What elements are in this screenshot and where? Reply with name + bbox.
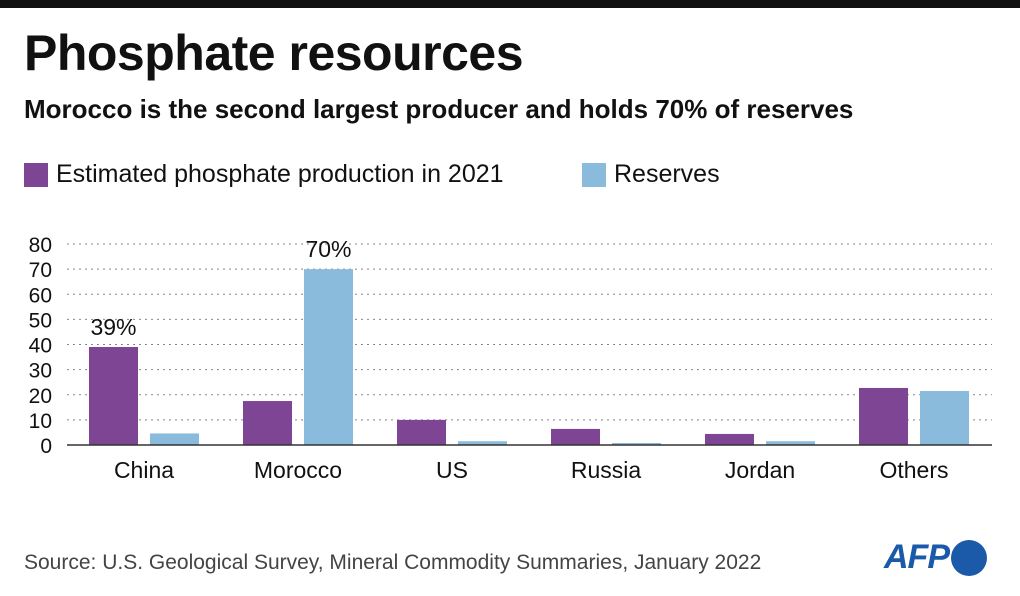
y-tick-label: 40 — [29, 335, 52, 358]
data-label: 70% — [305, 236, 351, 262]
x-tick-label: Others — [879, 457, 948, 483]
legend-item-production: Estimated phosphate production in 2021 — [24, 160, 504, 189]
y-tick-label: 10 — [29, 410, 52, 433]
source-note: Source: U.S. Geological Survey, Mineral … — [24, 551, 762, 574]
bar-russia-production — [551, 428, 600, 445]
y-tick-label: 60 — [29, 284, 52, 307]
x-tick-label: China — [114, 457, 174, 483]
bar-china-reserves — [150, 433, 199, 445]
y-tick-label: 70 — [29, 259, 52, 282]
legend-swatch-production — [24, 162, 48, 187]
bar-russia-reserves — [612, 442, 661, 445]
legend-label-reserves: Reserves — [614, 160, 720, 188]
x-tick-label: Russia — [571, 457, 642, 483]
x-tick-label: US — [436, 457, 468, 483]
y-tick-label: 80 — [29, 234, 52, 257]
y-tick-label: 30 — [29, 360, 52, 383]
bar-morocco-production — [243, 401, 292, 445]
legend-label-production: Estimated phosphate production in 2021 — [56, 160, 504, 188]
bar-us-reserves — [458, 441, 507, 445]
legend-item-reserves: Reserves — [582, 160, 720, 189]
chart-subtitle: Morocco is the second largest producer a… — [24, 94, 854, 124]
top-bar — [0, 0, 1020, 8]
chart-title: Phosphate resources — [24, 25, 524, 81]
y-tick-label: 20 — [29, 385, 52, 408]
y-tick-label: 0 — [40, 435, 52, 458]
x-tick-label: Jordan — [725, 457, 795, 483]
x-tick-label: Morocco — [254, 457, 342, 483]
bar-jordan-reserves — [766, 441, 815, 445]
bar-others-production — [859, 387, 908, 445]
bar-us-production — [397, 419, 446, 445]
bar-morocco-reserves — [304, 269, 353, 445]
bar-others-reserves — [920, 390, 969, 445]
legend-swatch-reserves — [582, 162, 606, 187]
y-tick-label: 50 — [29, 309, 52, 332]
afp-logo: AFP — [884, 538, 987, 577]
bar-china-production — [89, 347, 138, 445]
data-label: 39% — [90, 314, 136, 340]
bar-jordan-production — [705, 433, 754, 445]
